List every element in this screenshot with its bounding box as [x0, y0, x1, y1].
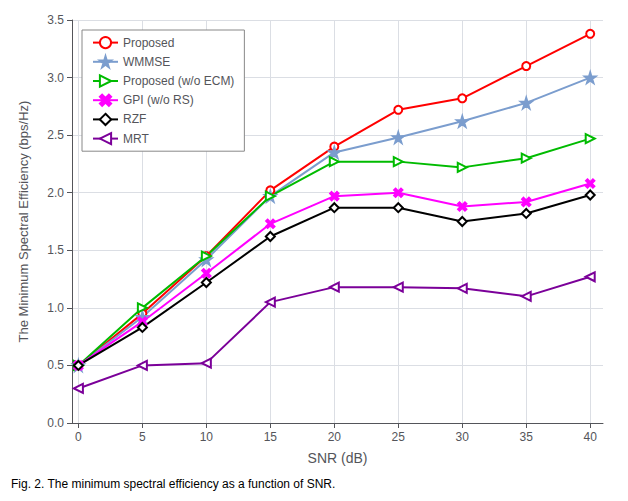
svg-text:2.0: 2.0 — [47, 186, 64, 200]
svg-text:MRT: MRT — [123, 132, 149, 146]
svg-text:2.5: 2.5 — [47, 128, 64, 142]
svg-text:Fig. 2. The minimum spectral e: Fig. 2. The minimum spectral efficiency … — [11, 477, 335, 491]
svg-text:The Minimum Spectral Efficienc: The Minimum Spectral Efficiency (bps/Hz) — [16, 101, 31, 343]
svg-text:30: 30 — [456, 430, 470, 444]
svg-text:GPI (w/o RS): GPI (w/o RS) — [123, 93, 194, 107]
svg-text:0: 0 — [75, 430, 82, 444]
svg-text:20: 20 — [328, 430, 342, 444]
svg-text:40: 40 — [584, 430, 598, 444]
svg-text:0.5: 0.5 — [47, 358, 64, 372]
svg-text:RZF: RZF — [123, 112, 146, 126]
svg-text:5: 5 — [139, 430, 146, 444]
svg-text:3.0: 3.0 — [47, 71, 64, 85]
svg-text:35: 35 — [520, 430, 534, 444]
svg-text:Proposed: Proposed — [123, 36, 174, 50]
svg-text:3.5: 3.5 — [47, 13, 64, 27]
svg-text:Proposed (w/o ECM): Proposed (w/o ECM) — [123, 74, 234, 88]
svg-text:1.0: 1.0 — [47, 301, 64, 315]
svg-text:0.0: 0.0 — [47, 416, 64, 430]
svg-text:15: 15 — [264, 430, 278, 444]
svg-text:SNR (dB): SNR (dB) — [308, 450, 368, 466]
svg-text:1.5: 1.5 — [47, 243, 64, 257]
svg-text:WMMSE: WMMSE — [123, 55, 170, 69]
svg-text:10: 10 — [200, 430, 214, 444]
svg-text:25: 25 — [392, 430, 406, 444]
